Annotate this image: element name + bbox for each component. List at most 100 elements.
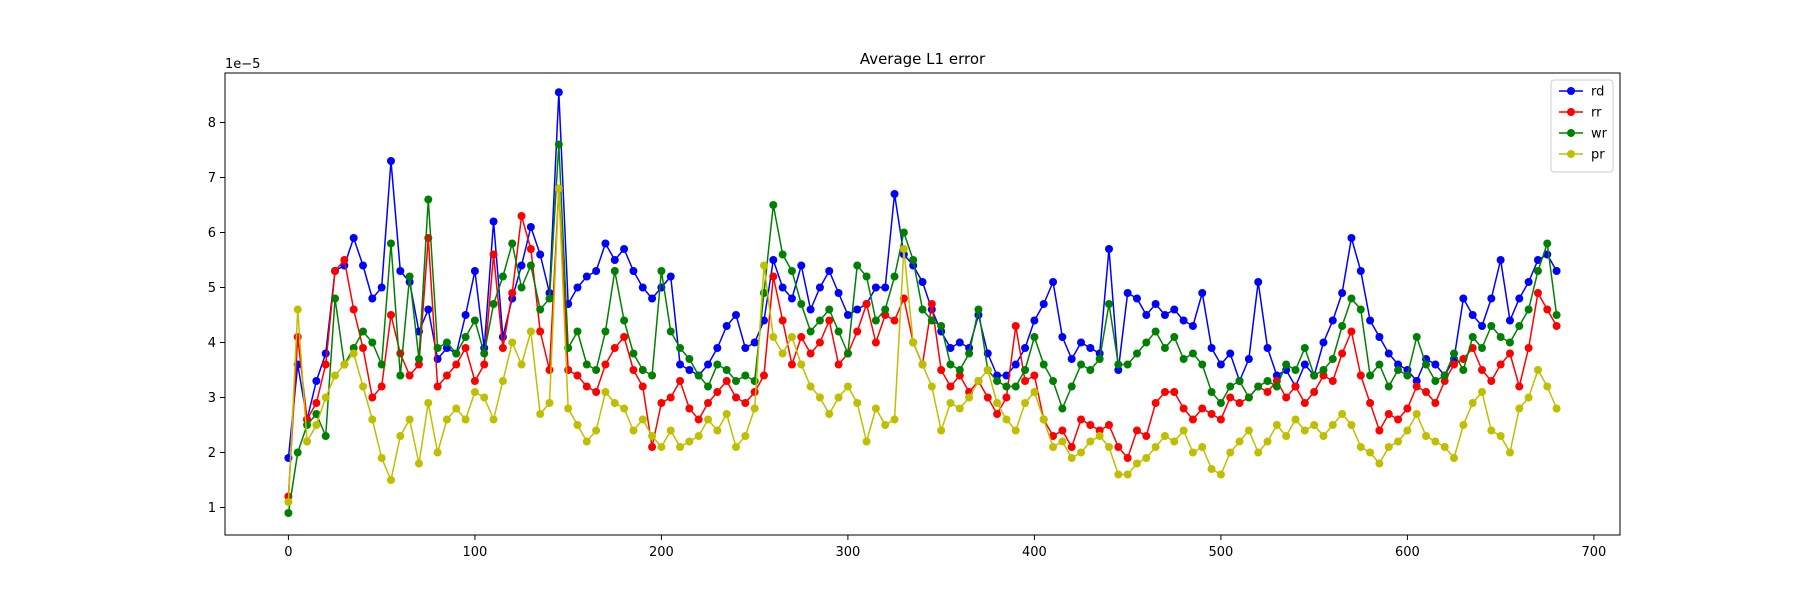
data-point-pr <box>1030 388 1039 396</box>
data-point-rr <box>1496 360 1505 369</box>
x-tick-label: 700 <box>1581 545 1606 560</box>
data-point-rd <box>489 217 498 226</box>
data-point-wr <box>498 272 507 281</box>
data-point-wr <box>704 382 713 391</box>
data-point-pr <box>769 333 778 341</box>
data-point-wr <box>601 327 610 336</box>
data-point-rd <box>797 261 806 270</box>
data-point-rr <box>815 338 824 347</box>
data-point-pr <box>1254 448 1263 457</box>
data-point-pr <box>1291 415 1300 424</box>
data-point-rr <box>1123 454 1132 462</box>
data-point-pr <box>1328 421 1337 429</box>
data-point-rr <box>1132 426 1141 435</box>
data-point-wr <box>1132 349 1141 358</box>
data-point-wr <box>974 305 983 314</box>
data-point-wr <box>1496 333 1505 341</box>
data-point-rr <box>1188 415 1197 424</box>
y-tick-label: 6 <box>208 226 216 241</box>
data-point-pr <box>526 327 535 336</box>
data-point-rr <box>1384 410 1393 418</box>
data-point-rd <box>638 283 647 292</box>
data-point-pr <box>1170 437 1179 446</box>
data-point-wr <box>1160 344 1169 352</box>
data-point-pr <box>974 377 983 385</box>
data-point-pr <box>377 454 386 462</box>
data-point-rd <box>806 305 815 314</box>
data-point-pr <box>909 338 918 347</box>
data-point-pr <box>1216 470 1225 479</box>
data-point-rr <box>862 300 871 308</box>
data-point-pr <box>1086 437 1095 446</box>
data-point-rd <box>1160 311 1169 319</box>
data-point-wr <box>1310 371 1319 380</box>
data-point-pr <box>1450 454 1459 462</box>
data-point-rr <box>722 377 731 385</box>
data-point-pr <box>545 399 554 407</box>
data-point-pr <box>1468 399 1477 407</box>
data-point-rr <box>480 360 489 369</box>
data-point-pr <box>1021 399 1030 407</box>
data-point-wr <box>694 371 703 380</box>
data-point-wr <box>815 316 824 325</box>
data-point-wr <box>666 327 675 336</box>
data-point-pr <box>1338 410 1347 418</box>
data-point-pr <box>331 371 340 380</box>
data-point-rd <box>461 311 470 319</box>
data-point-rr <box>1002 393 1011 402</box>
data-point-wr <box>806 327 815 336</box>
data-point-rr <box>489 250 498 259</box>
data-point-rr <box>620 333 629 341</box>
data-point-rr <box>517 212 526 220</box>
data-point-rd <box>1207 344 1216 352</box>
data-point-rd <box>592 267 601 275</box>
data-point-rr <box>508 289 517 297</box>
data-point-wr <box>1030 333 1039 341</box>
data-point-rd <box>1505 316 1514 325</box>
legend-marker-wr <box>1567 129 1575 137</box>
data-point-rd <box>918 278 927 286</box>
data-point-rd <box>778 283 787 292</box>
data-point-rd <box>787 294 796 303</box>
data-point-pr <box>359 382 368 391</box>
data-point-rd <box>648 294 657 303</box>
data-point-wr <box>1123 360 1132 369</box>
data-point-wr <box>508 239 517 248</box>
data-point-rd <box>1123 289 1132 297</box>
data-point-rr <box>1338 349 1347 358</box>
data-point-pr <box>843 382 852 391</box>
data-point-pr <box>480 393 489 402</box>
data-point-wr <box>1002 382 1011 391</box>
data-point-pr <box>1356 443 1365 451</box>
data-point-wr <box>610 267 619 275</box>
data-point-rr <box>1440 377 1449 385</box>
data-point-rr <box>1086 421 1095 429</box>
data-point-rr <box>1142 432 1151 440</box>
data-point-rr <box>359 344 368 352</box>
data-point-pr <box>1533 366 1542 374</box>
data-point-pr <box>787 333 796 341</box>
data-point-pr <box>1440 443 1449 451</box>
data-point-pr <box>834 393 843 402</box>
data-point-rr <box>536 327 545 336</box>
data-point-rd <box>722 322 731 330</box>
data-point-pr <box>1431 437 1440 446</box>
data-point-pr <box>685 437 694 446</box>
data-point-wr <box>834 327 843 336</box>
data-point-rd <box>610 256 619 264</box>
data-point-rr <box>713 388 722 396</box>
data-point-pr <box>508 338 517 347</box>
data-point-pr <box>1188 448 1197 457</box>
data-point-pr <box>1160 432 1169 440</box>
data-point-pr <box>1272 421 1281 429</box>
data-point-pr <box>732 443 740 451</box>
data-point-rr <box>1524 344 1533 352</box>
data-point-rd <box>349 234 358 242</box>
data-point-rr <box>1505 349 1514 358</box>
data-point-wr <box>843 349 852 358</box>
data-point-pr <box>517 360 526 369</box>
data-point-rr <box>1487 377 1496 385</box>
data-point-pr <box>554 184 563 193</box>
data-point-pr <box>1207 465 1216 473</box>
data-point-pr <box>1524 393 1533 402</box>
